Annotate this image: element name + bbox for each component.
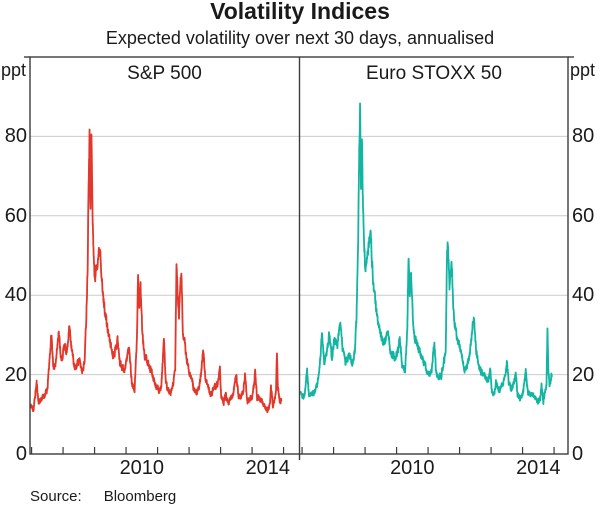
x-tick-right-2014: 2014	[516, 457, 561, 479]
y-tick-right-0: 0	[572, 443, 584, 465]
y-tick-right-20: 20	[572, 363, 595, 386]
chart-title: Volatility Indices	[210, 0, 390, 24]
source-note: Source: Bloomberg	[30, 488, 176, 506]
y-tick-left-40: 40	[4, 284, 27, 307]
x-tick-right-2010: 2010	[390, 457, 435, 479]
y-tick-right-40: 40	[572, 284, 595, 307]
y-tick-right-60: 60	[572, 204, 595, 227]
y-axis-unit-left: ppt	[1, 60, 27, 80]
chart-subtitle: Expected volatility over next 30 days, a…	[105, 28, 495, 48]
source-value: Bloomberg	[103, 488, 177, 505]
y-axis-unit-right: ppt	[570, 60, 596, 80]
series-s-p-500	[29, 128, 283, 414]
panel-label-eurostoxx50: Euro STOXX 50	[366, 63, 502, 84]
y-tick-right-80: 80	[572, 125, 595, 148]
y-tick-left-0: 0	[15, 443, 27, 465]
y-tick-left-80: 80	[4, 125, 27, 148]
y-tick-left-60: 60	[4, 204, 27, 227]
panel-label-sp500: S&P 500	[127, 63, 202, 84]
series-euro-stoxx-50	[299, 102, 553, 405]
y-tick-left-20: 20	[4, 363, 27, 386]
source-label: Source:	[30, 488, 82, 505]
x-tick-left-2010: 2010	[119, 457, 165, 479]
x-tick-left-2014: 2014	[245, 457, 291, 479]
